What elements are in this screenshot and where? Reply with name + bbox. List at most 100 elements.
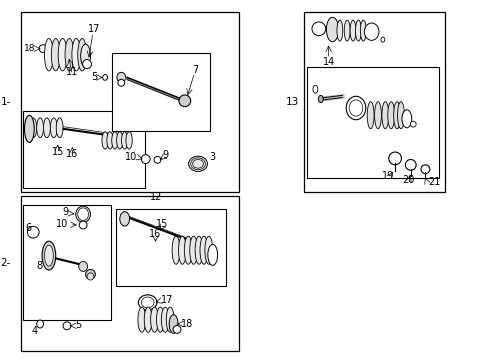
Ellipse shape [43,118,50,138]
Text: 16: 16 [66,149,79,159]
Text: 21: 21 [427,177,439,187]
Circle shape [63,322,71,330]
Ellipse shape [200,236,207,264]
Text: 14: 14 [322,57,334,67]
Ellipse shape [150,307,158,332]
Bar [112,53,210,131]
Text: 6: 6 [25,223,31,233]
Text: 5: 5 [91,72,98,82]
Ellipse shape [172,236,180,264]
Circle shape [141,155,150,163]
Bar [23,205,110,320]
Ellipse shape [58,39,67,71]
Circle shape [388,152,401,165]
Ellipse shape [161,307,169,332]
Ellipse shape [106,132,113,149]
Ellipse shape [189,236,197,264]
Ellipse shape [336,20,342,41]
Ellipse shape [344,20,349,41]
Ellipse shape [188,156,207,171]
Ellipse shape [326,17,338,42]
Ellipse shape [169,315,178,333]
Text: 18: 18 [24,44,36,53]
Ellipse shape [78,39,86,71]
Ellipse shape [78,208,88,220]
Circle shape [118,79,124,86]
Circle shape [409,121,415,127]
Ellipse shape [166,307,174,332]
Text: 15: 15 [156,219,168,229]
Ellipse shape [312,85,317,93]
Text: 8: 8 [36,261,42,271]
Ellipse shape [364,23,378,40]
Text: 18: 18 [181,319,193,329]
Ellipse shape [318,95,323,103]
Ellipse shape [37,118,43,138]
Circle shape [79,221,87,229]
Ellipse shape [346,96,365,120]
Ellipse shape [204,236,212,264]
Ellipse shape [44,245,53,266]
Ellipse shape [116,132,123,149]
Ellipse shape [65,39,74,71]
Ellipse shape [81,44,90,68]
Ellipse shape [126,132,132,149]
Circle shape [85,269,95,279]
Bar [23,111,144,188]
Ellipse shape [121,132,128,149]
Text: 13: 13 [285,97,299,107]
Bar [116,209,226,286]
Ellipse shape [141,297,154,308]
Text: 5: 5 [75,320,81,330]
Text: 17: 17 [161,295,173,305]
Bar [306,67,438,178]
Circle shape [154,156,161,163]
Ellipse shape [120,212,129,226]
Ellipse shape [366,102,373,129]
Ellipse shape [195,236,203,264]
Text: 9: 9 [162,150,168,160]
Ellipse shape [144,307,152,332]
Ellipse shape [401,110,411,128]
Ellipse shape [50,118,57,138]
Circle shape [173,325,181,333]
Ellipse shape [360,20,366,41]
Text: 1-: 1- [0,97,11,107]
Ellipse shape [190,158,205,170]
Text: 17: 17 [87,24,100,34]
Ellipse shape [138,307,145,332]
Ellipse shape [102,132,108,149]
Text: 7: 7 [192,65,198,75]
Ellipse shape [44,39,53,71]
Ellipse shape [387,102,394,129]
Ellipse shape [87,273,94,280]
Ellipse shape [42,241,56,270]
Circle shape [27,226,39,238]
Ellipse shape [348,100,362,116]
Text: 2-: 2- [0,258,11,268]
Text: 20: 20 [401,175,414,185]
Text: 10: 10 [56,219,68,229]
Ellipse shape [79,261,87,271]
Ellipse shape [178,236,186,264]
Ellipse shape [76,206,90,222]
Bar [21,196,238,351]
Bar [304,12,444,192]
Ellipse shape [138,295,157,310]
Ellipse shape [393,102,400,129]
Ellipse shape [30,118,37,138]
Ellipse shape [117,72,125,82]
Ellipse shape [72,39,81,71]
Ellipse shape [37,320,43,328]
Ellipse shape [24,115,34,142]
Ellipse shape [51,39,60,71]
Ellipse shape [188,156,207,171]
Text: 15: 15 [51,147,64,157]
Circle shape [179,95,190,107]
Ellipse shape [355,20,361,41]
Ellipse shape [380,37,384,42]
Circle shape [405,159,415,170]
Ellipse shape [397,102,404,129]
Ellipse shape [56,118,63,138]
Bar [21,12,238,192]
